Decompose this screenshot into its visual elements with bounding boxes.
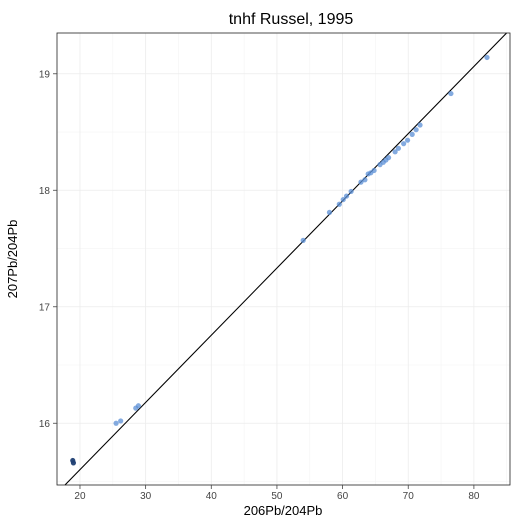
y-tick-label: 18	[39, 186, 51, 197]
x-tick-label: 20	[74, 491, 86, 502]
data-points	[70, 54, 490, 466]
chart-title: tnhf Russel, 1995	[229, 11, 354, 28]
axis-ticks: 20 30 40 50 60 70 80 16 17 18 19	[39, 69, 480, 502]
data-point	[362, 177, 368, 183]
x-tick-label: 50	[271, 491, 283, 502]
x-tick-label: 80	[468, 491, 480, 502]
data-point	[484, 54, 490, 61]
data-point	[392, 149, 398, 155]
x-tick-label: 60	[337, 491, 349, 502]
data-point	[348, 188, 354, 195]
y-tick-label: 19	[39, 69, 51, 80]
data-point	[413, 127, 419, 133]
x-axis-label: 206Pb/204Pb	[244, 503, 323, 518]
data-point	[448, 90, 454, 97]
x-tick-label: 30	[140, 491, 152, 502]
data-point	[409, 131, 415, 137]
grid-lines	[57, 33, 510, 485]
data-point	[340, 196, 346, 203]
data-point	[371, 167, 377, 174]
data-point	[135, 403, 142, 409]
data-point	[326, 209, 333, 216]
y-tick-label: 17	[39, 302, 51, 313]
data-point	[395, 145, 401, 151]
y-tick-label: 16	[39, 419, 51, 430]
data-point	[417, 122, 423, 128]
data-point	[118, 418, 124, 424]
data-point	[70, 460, 77, 466]
x-tick-label: 70	[403, 491, 415, 502]
data-point	[336, 201, 342, 207]
data-point	[404, 137, 411, 143]
y-axis-label: 207Pb/204Pb	[5, 220, 20, 299]
data-point	[385, 155, 392, 161]
x-tick-label: 40	[206, 491, 218, 502]
data-point	[113, 420, 119, 426]
data-point	[343, 193, 350, 199]
plot-frame	[56, 32, 511, 486]
data-point	[401, 141, 407, 147]
data-point	[300, 237, 306, 243]
data-point	[358, 179, 364, 185]
reference-line	[64, 32, 507, 486]
